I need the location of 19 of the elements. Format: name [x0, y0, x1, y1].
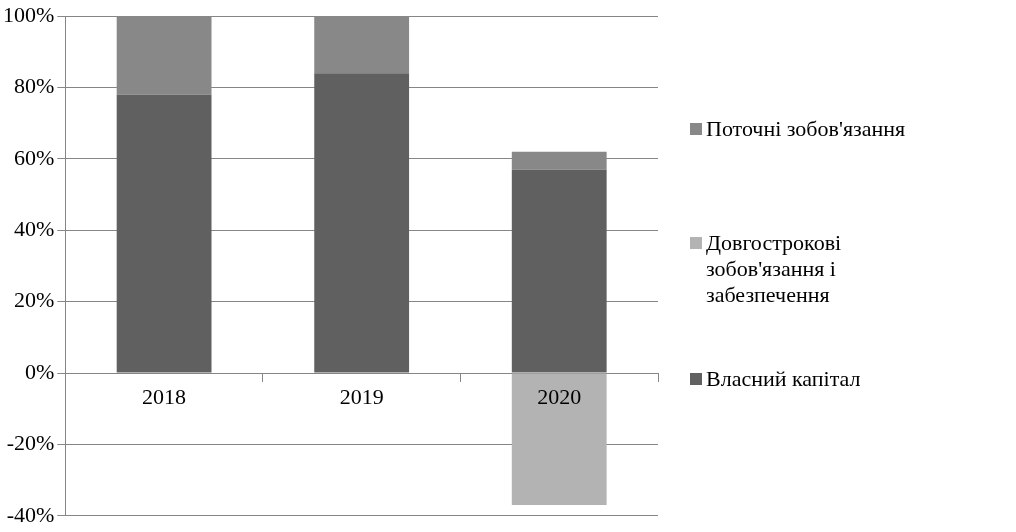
legend-label: Власний капітал — [706, 366, 862, 392]
y-tick-label: 20% — [14, 287, 55, 313]
bar — [511, 373, 607, 506]
y-tick-label: -40% — [6, 501, 55, 527]
y-tick-label: 0% — [25, 358, 55, 384]
y-tick-label: -20% — [6, 430, 55, 456]
bar — [314, 73, 410, 373]
x-tick-label: 2020 — [537, 384, 582, 410]
y-tick-label: 100% — [3, 1, 55, 27]
x-tick-label: 2018 — [142, 384, 187, 410]
y-tick-label: 80% — [14, 73, 55, 99]
legend-label: Поточні зобов'язання — [706, 116, 907, 142]
bar — [511, 169, 607, 373]
y-tick-label: 40% — [14, 216, 55, 242]
legend-label: Довгострокові зобов'язання і забезпечення — [706, 230, 843, 308]
bar — [116, 94, 212, 373]
y-tick-label: 60% — [14, 144, 55, 170]
bar — [314, 16, 410, 74]
x-tick-label: 2019 — [339, 384, 384, 410]
